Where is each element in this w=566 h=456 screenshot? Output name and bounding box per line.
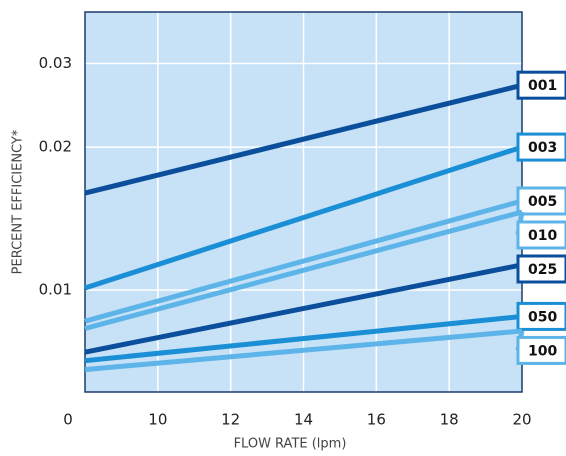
legend-label: 001 [528, 78, 557, 94]
label-box [516, 70, 566, 100]
label-box [516, 220, 566, 250]
x-tick-label: 20 [512, 411, 531, 429]
label-box [516, 132, 566, 162]
x-tick-label: 12 [221, 411, 240, 429]
series-line [84, 209, 523, 331]
x-tick-label: 18 [440, 411, 459, 429]
series-line [84, 313, 523, 364]
series-line [84, 262, 523, 355]
series-line [84, 82, 523, 196]
x-tick-label: 0 [63, 411, 73, 429]
x-tick-label: 14 [294, 411, 313, 429]
series-line [84, 144, 523, 291]
series-line [84, 328, 523, 373]
x-tick-label: 10 [148, 411, 167, 429]
label-box [516, 254, 566, 284]
y-tick-label: 0.02 [39, 138, 72, 156]
x-axis-title: FLOW RATE (lpm) [234, 437, 347, 452]
series-line [84, 198, 523, 324]
label-box [516, 301, 566, 331]
legend-label: 005 [528, 194, 557, 210]
legend-label: 003 [528, 140, 557, 156]
legend-label: 010 [528, 228, 557, 244]
legend-label: 100 [528, 343, 557, 359]
legend-label: 050 [528, 309, 557, 325]
legend-label: 025 [528, 262, 557, 278]
y-axis-title: PERCENT EFFICIENCY* [11, 129, 26, 274]
y-tick-label: 0.03 [39, 54, 72, 72]
y-tick-label: 0.01 [39, 281, 72, 299]
label-box [516, 186, 566, 216]
label-box [516, 335, 566, 365]
x-tick-label: 16 [367, 411, 386, 429]
